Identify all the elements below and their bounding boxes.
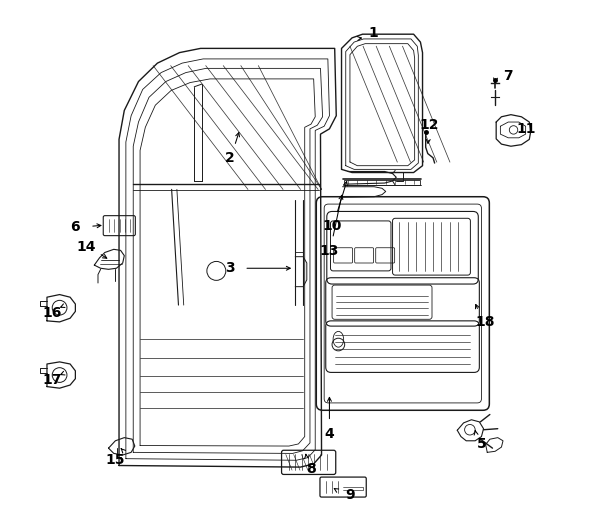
Text: 9: 9 [346,489,355,502]
Text: 17: 17 [43,373,62,387]
Text: 5: 5 [477,438,487,451]
Text: 16: 16 [43,306,62,320]
Text: 11: 11 [517,122,537,136]
Text: 14: 14 [76,240,96,254]
Text: 3: 3 [225,261,234,275]
Text: 7: 7 [504,69,513,83]
Text: 2: 2 [225,151,234,165]
Text: 15: 15 [106,453,125,467]
Text: 12: 12 [419,118,439,132]
Text: 8: 8 [306,462,316,476]
Text: 18: 18 [476,315,495,329]
Text: 6: 6 [70,220,80,234]
Text: 4: 4 [325,427,334,441]
Text: 1: 1 [368,26,378,39]
Text: 10: 10 [322,219,342,233]
Text: 13: 13 [320,244,339,258]
